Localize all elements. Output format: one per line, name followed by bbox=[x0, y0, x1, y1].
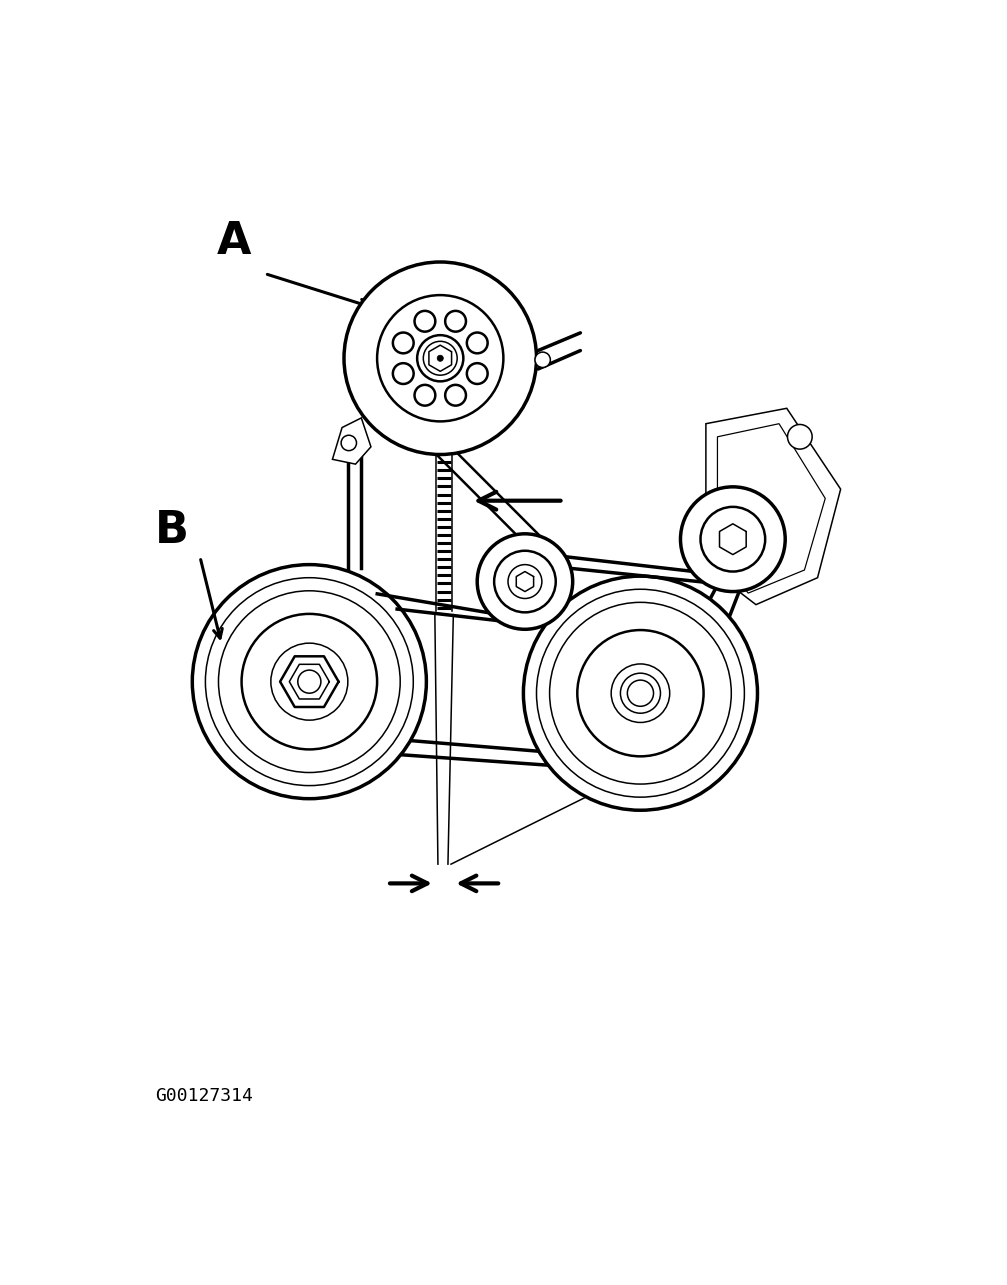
Text: G00127314: G00127314 bbox=[155, 1087, 253, 1105]
Circle shape bbox=[415, 384, 435, 406]
Circle shape bbox=[192, 564, 426, 799]
Circle shape bbox=[477, 533, 573, 630]
Circle shape bbox=[524, 576, 757, 811]
Circle shape bbox=[344, 262, 537, 455]
Circle shape bbox=[415, 311, 435, 332]
Circle shape bbox=[341, 436, 356, 451]
Circle shape bbox=[445, 384, 466, 406]
Text: A: A bbox=[217, 220, 252, 263]
Circle shape bbox=[681, 487, 785, 591]
Polygon shape bbox=[332, 418, 371, 464]
Text: B: B bbox=[155, 509, 189, 553]
Circle shape bbox=[467, 364, 487, 384]
Circle shape bbox=[787, 424, 813, 450]
Circle shape bbox=[437, 355, 443, 361]
Circle shape bbox=[467, 333, 487, 353]
Circle shape bbox=[393, 333, 414, 353]
Circle shape bbox=[393, 364, 414, 384]
Polygon shape bbox=[706, 409, 841, 605]
Circle shape bbox=[445, 311, 466, 332]
Circle shape bbox=[535, 352, 551, 368]
